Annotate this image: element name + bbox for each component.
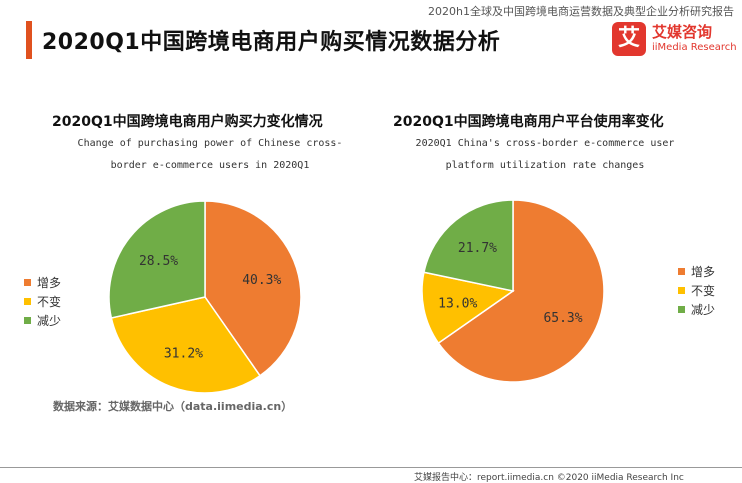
- pie-data-label: 21.7%: [458, 241, 497, 256]
- pie-data-label: 28.5%: [139, 254, 178, 269]
- chart2-title: 2020Q1中国跨境电商用户平台使用率变化: [393, 114, 664, 130]
- legend-label: 减少: [691, 303, 716, 317]
- chart1-title: 2020Q1中国跨境电商用户购买力变化情况: [52, 114, 323, 130]
- pie-slice-减少: [108, 200, 206, 319]
- legend-item: 不变: [24, 292, 61, 311]
- pie-slice-不变: [110, 296, 261, 394]
- chart2-legend: 增多 不变 减少: [678, 262, 715, 319]
- footer-text: 艾媒报告中心：report.iimedia.cn ©2020 iiMedia R…: [414, 473, 684, 483]
- legend-label: 增多: [37, 276, 62, 290]
- brand-name-en: iiMedia Research: [652, 42, 737, 53]
- pie-chart-purchasing-power: 40.3% 31.2% 28.5%: [108, 200, 302, 394]
- brand-name-cn: 艾媒咨询: [652, 23, 713, 41]
- source-note: 数据来源：艾媒数据中心（data.iimedia.cn）: [53, 400, 293, 413]
- legend-swatch: [678, 287, 685, 294]
- legend-item: 减少: [678, 300, 715, 319]
- legend-item: 减少: [24, 311, 61, 330]
- pie-slice-增多: [204, 200, 302, 377]
- pie-data-label: 65.3%: [543, 311, 582, 326]
- brand-logo-block: 艾 艾媒咨询 iiMedia Research: [612, 20, 737, 60]
- footer-divider: [0, 467, 742, 468]
- legend-item: 增多: [24, 273, 61, 292]
- legend-label: 减少: [37, 314, 62, 328]
- pie-chart-platform-utilization: 65.3% 13.0% 21.7%: [421, 199, 605, 383]
- legend-label: 不变: [37, 295, 62, 309]
- pie-slice-不变: [421, 271, 515, 345]
- pie-data-label: 13.0%: [438, 296, 477, 311]
- chart1-subtitle-line2: border e-commerce users in 2020Q1: [110, 160, 310, 171]
- chart1-subtitle: Change of purchasing power of Chinese cr…: [30, 133, 390, 177]
- brand-logo-icon: 艾: [612, 22, 646, 56]
- pie-data-label: 31.2%: [164, 346, 203, 361]
- legend-swatch: [24, 279, 31, 286]
- chart2-subtitle-line2: platform utilization rate changes: [445, 160, 645, 171]
- pie-slice-增多: [437, 199, 605, 383]
- legend-swatch: [24, 298, 31, 305]
- legend-label: 不变: [691, 284, 716, 298]
- legend-swatch: [678, 306, 685, 313]
- page-title: 2020Q1中国跨境电商用户购买情况数据分析: [42, 30, 501, 55]
- legend-item: 增多: [678, 262, 715, 281]
- legend-swatch: [678, 268, 685, 275]
- report-name: 2020h1全球及中国跨境电商运营数据及典型企业分析研究报告: [428, 5, 734, 18]
- pie-slice-减少: [423, 199, 514, 292]
- title-accent-bar: [26, 21, 32, 59]
- pie-data-label: 40.3%: [242, 273, 281, 288]
- chart1-subtitle-line1: Change of purchasing power of Chinese cr…: [77, 138, 343, 149]
- chart2-subtitle: 2020Q1 China's cross-border e-commerce u…: [375, 133, 715, 177]
- chart2-subtitle-line1: 2020Q1 China's cross-border e-commerce u…: [415, 138, 675, 149]
- legend-item: 不变: [678, 281, 715, 300]
- legend-label: 增多: [691, 265, 716, 279]
- legend-swatch: [24, 317, 31, 324]
- chart1-legend: 增多 不变 减少: [24, 273, 61, 330]
